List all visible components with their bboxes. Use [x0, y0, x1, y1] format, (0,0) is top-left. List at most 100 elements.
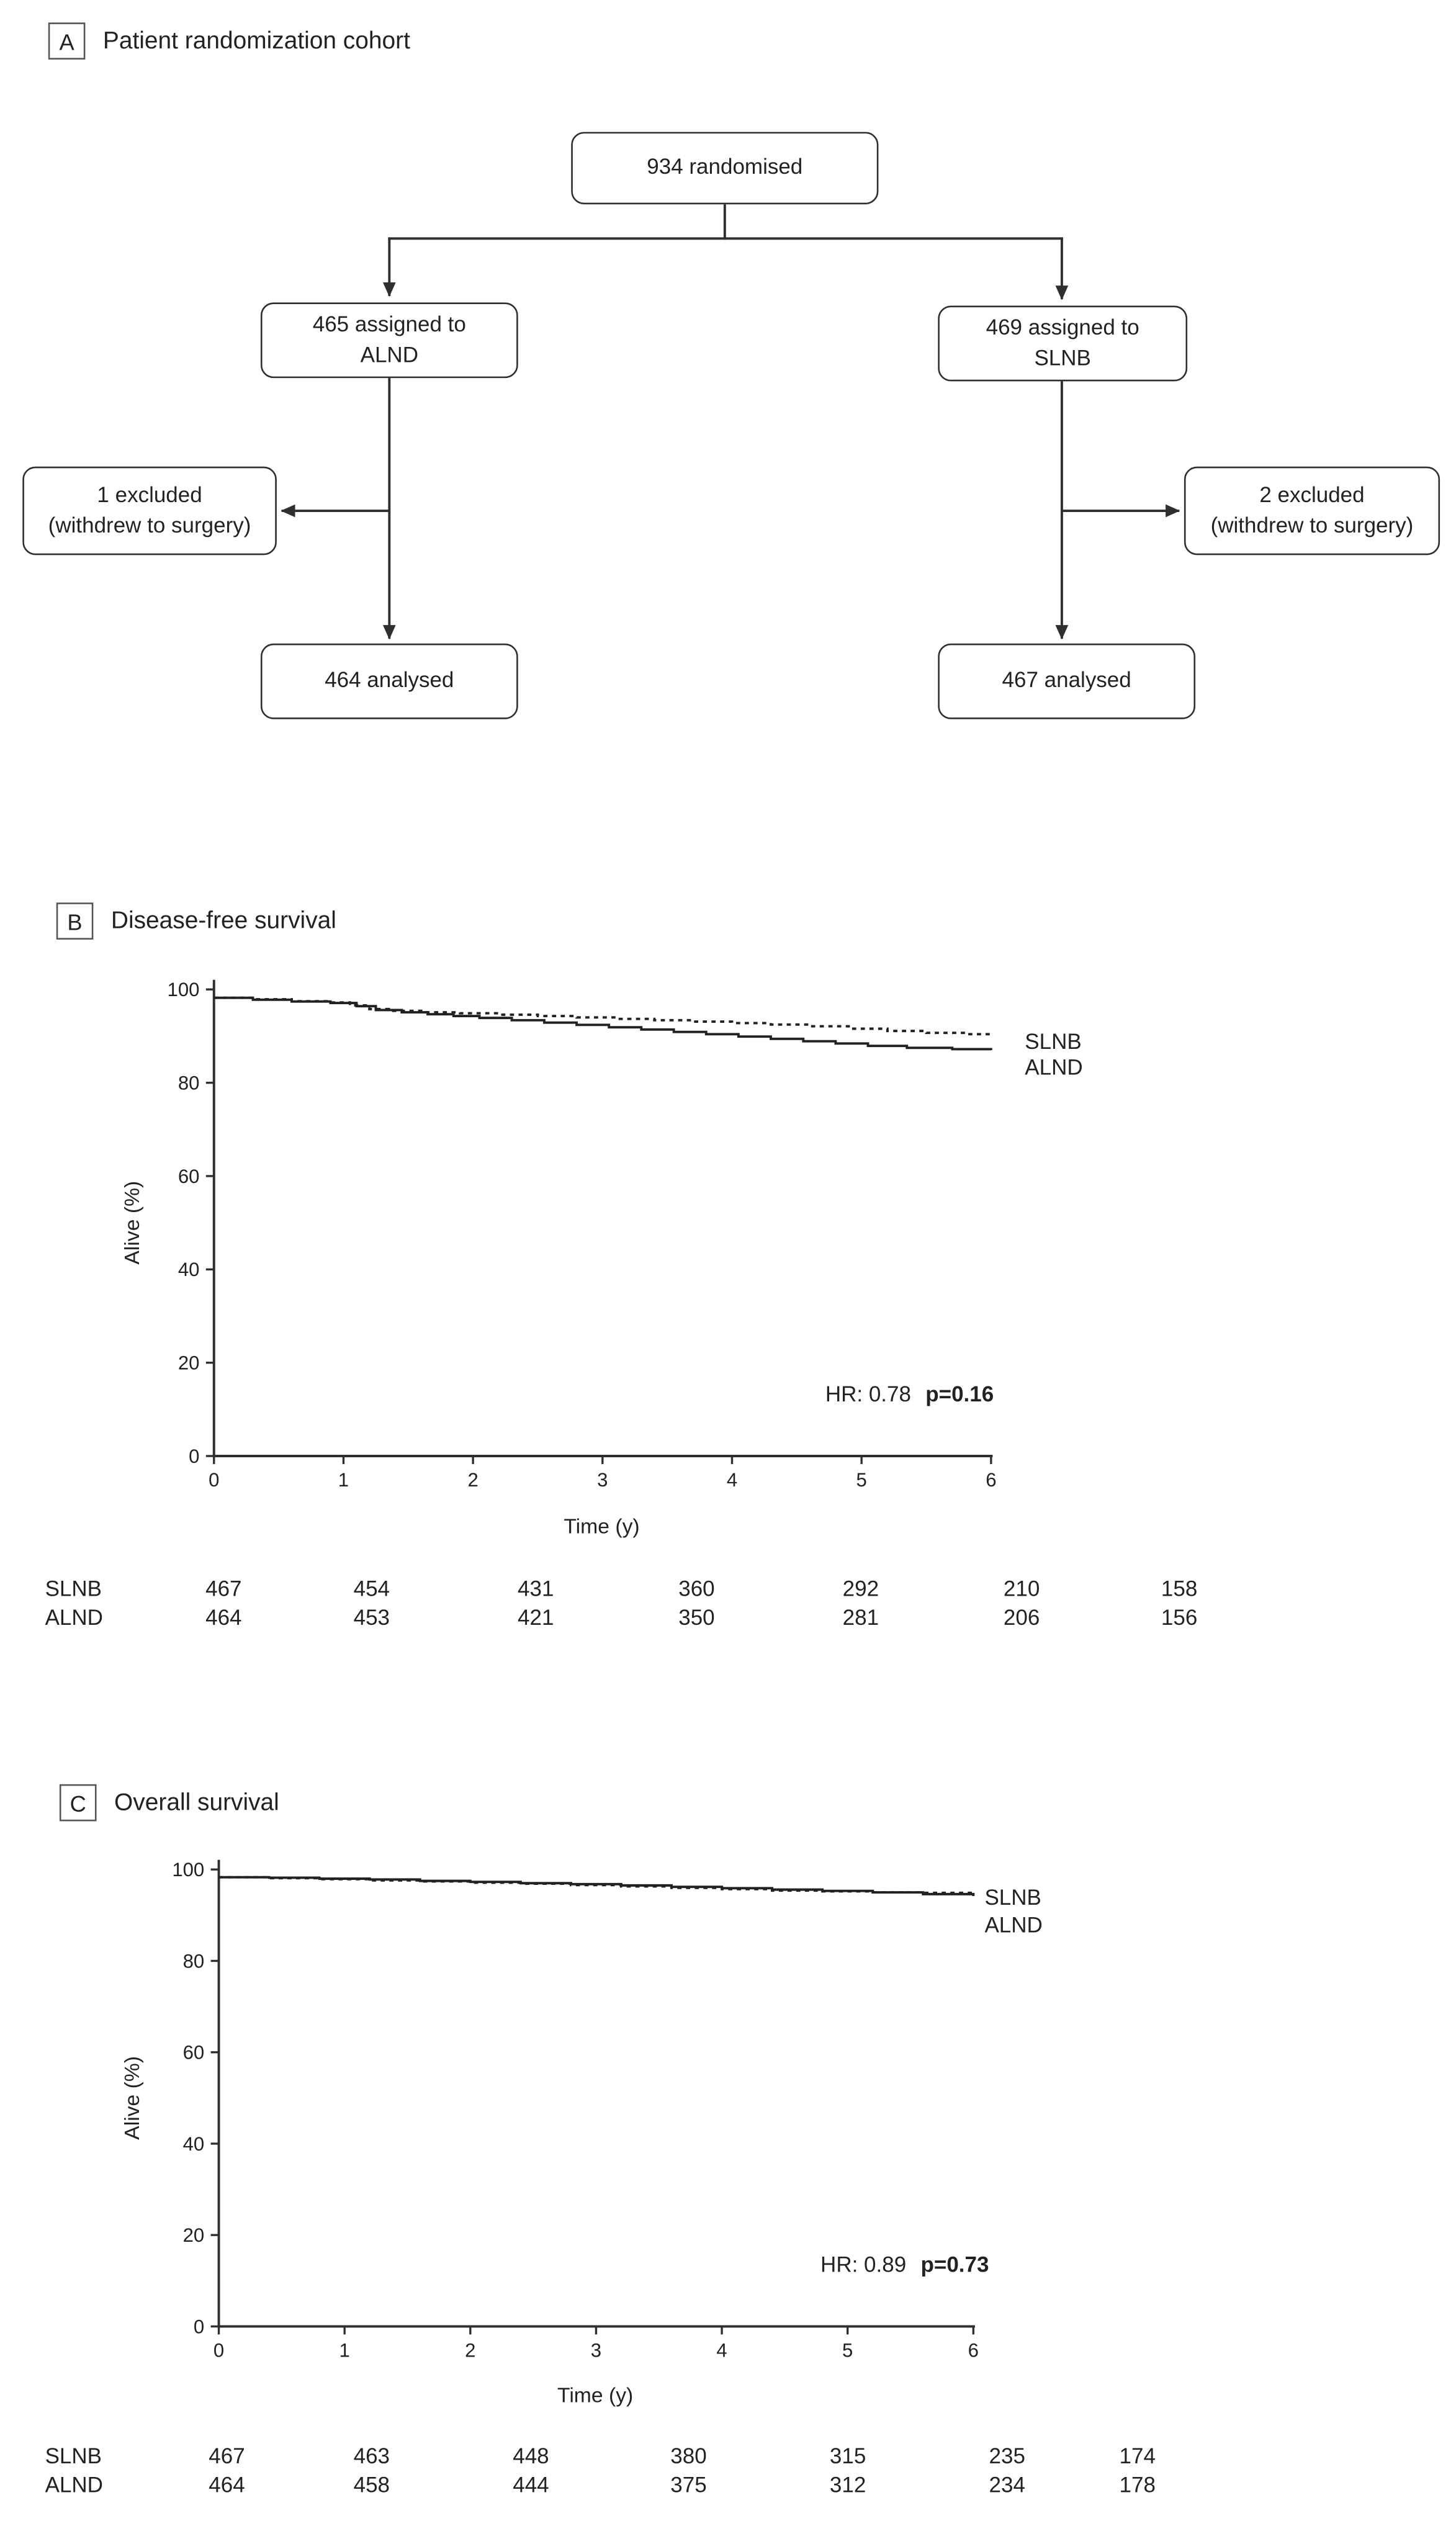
- risk-value-alnd-t4: 312: [829, 2472, 866, 2496]
- chart-c-hr-value: HR: 0.89: [820, 2252, 907, 2277]
- panel-b-header: B Disease-free survival: [56, 902, 336, 940]
- risk-value-slnb-t4: 292: [842, 1576, 879, 1601]
- chart-b-hr-value: HR: 0.78: [825, 1382, 911, 1406]
- x-tick-label: 6: [986, 1469, 996, 1491]
- y-tick-label: 40: [178, 1259, 200, 1280]
- panel-b-tag: B: [56, 902, 94, 940]
- flow-box-slnb-assigned-line1: 469 assigned to: [986, 315, 1139, 339]
- risk-value-slnb-t2: 448: [513, 2443, 549, 2468]
- chart-c-curve-label-alnd: ALND: [984, 1913, 1043, 1938]
- panel-a-tag: A: [48, 22, 86, 60]
- risk-value-slnb-t6: 158: [1161, 1576, 1198, 1601]
- risk-row-label-slnb: SLNB: [45, 2443, 102, 2468]
- flow-box-slnb-excluded-line1: 2 excluded: [1259, 482, 1365, 506]
- x-tick-label: 2: [465, 2340, 475, 2362]
- risk-value-slnb-t0: 467: [205, 1576, 242, 1601]
- chart-b-curve-label-alnd: ALND: [1025, 1055, 1083, 1080]
- y-tick-label: 60: [183, 2042, 205, 2064]
- risk-value-slnb-t3: 360: [678, 1576, 715, 1601]
- risk-value-slnb-t1: 463: [353, 2443, 390, 2468]
- risk-value-alnd-t1: 453: [353, 1606, 390, 1630]
- x-tick-label: 4: [716, 2340, 727, 2362]
- risk-value-alnd-t0: 464: [209, 2472, 245, 2496]
- y-tick-label: 100: [172, 1859, 204, 1881]
- y-tick-label: 60: [178, 1166, 200, 1187]
- flow-box-alnd-assigned: 465 assigned to ALND: [260, 302, 518, 379]
- flow-box-slnb-assigned: 469 assigned to SLNB: [938, 305, 1188, 382]
- y-tick-label: 20: [178, 1352, 200, 1374]
- risk-value-alnd-t6: 156: [1161, 1606, 1198, 1630]
- chart-c-hr-annotation: HR: 0.89 p=0.73: [820, 2252, 989, 2277]
- survival-curve-alnd: [218, 1876, 975, 1896]
- x-tick-label: 0: [209, 1469, 219, 1491]
- chart-b-x-axis-label: Time (y): [564, 1514, 640, 1539]
- risk-value-slnb-t3: 380: [670, 2443, 707, 2468]
- risk-value-slnb-t6: 174: [1119, 2443, 1156, 2468]
- survival-curve-alnd: [213, 996, 992, 1051]
- flow-box-alnd-excluded: 1 excluded (withdrew to surgery): [22, 466, 277, 555]
- flow-box-randomised-text: 934 randomised: [647, 154, 803, 179]
- risk-value-alnd-t3: 375: [670, 2472, 707, 2496]
- risk-value-alnd-t5: 234: [989, 2472, 1025, 2496]
- x-tick-label: 5: [842, 2340, 853, 2362]
- flow-box-slnb-analysed: 467 analysed: [938, 643, 1196, 719]
- chart-c-x-axis-label: Time (y): [557, 2383, 634, 2407]
- flow-box-alnd-excluded-line2: (withdrew to surgery): [48, 512, 251, 537]
- flowchart-connector-lines: [281, 204, 1180, 640]
- panel-c-title: Overall survival: [114, 1789, 279, 1817]
- chart-b-hr-annotation: HR: 0.78 p=0.16: [825, 1382, 994, 1406]
- x-tick-label: 1: [338, 1469, 349, 1491]
- risk-row-label-alnd: ALND: [45, 2472, 103, 2496]
- x-tick-label: 3: [597, 1469, 608, 1491]
- flow-box-slnb-analysed-text: 467 analysed: [1002, 667, 1131, 692]
- overall-survival-chart: 0 20 40 60 80 100 0 1 2 3 4 5 6: [172, 1859, 979, 2362]
- risk-value-slnb-t2: 431: [518, 1576, 554, 1601]
- panel-a-title: Patient randomization cohort: [102, 27, 410, 55]
- y-tick-label: 0: [189, 1445, 199, 1467]
- risk-value-alnd-t2: 421: [518, 1606, 554, 1630]
- flow-box-alnd-assigned-line2: ALND: [360, 341, 418, 366]
- chart-c-p-value: p=0.73: [920, 2252, 989, 2277]
- flow-box-alnd-analysed-text: 464 analysed: [325, 667, 454, 692]
- risk-value-slnb-t4: 315: [829, 2443, 866, 2468]
- chart-b-curve-label-slnb: SLNB: [1025, 1030, 1082, 1054]
- flow-box-alnd-analysed: 464 analysed: [260, 643, 518, 719]
- y-tick-label: 100: [168, 979, 200, 1000]
- flow-box-slnb-assigned-line2: SLNB: [1034, 345, 1091, 369]
- disease-free-survival-chart: 0 20 40 60 80 100 0 1 2 3 4 5 6: [168, 979, 997, 1491]
- risk-value-alnd-t4: 281: [842, 1606, 879, 1630]
- risk-value-alnd-t1: 458: [353, 2472, 390, 2496]
- risk-row-label-alnd: ALND: [45, 1606, 103, 1630]
- risk-table-overall-survival: SLNB 467 463 448 380 315 235 174 ALND 464 458 444 37…: [0, 2444, 1456, 2509]
- chart-b-y-axis-label: Alive (%): [120, 1180, 145, 1265]
- risk-value-slnb-t0: 467: [209, 2443, 245, 2468]
- risk-value-alnd-t6: 178: [1119, 2472, 1156, 2496]
- risk-value-slnb-t5: 235: [989, 2443, 1025, 2468]
- risk-value-alnd-t3: 350: [678, 1606, 715, 1630]
- x-tick-label: 2: [467, 1469, 478, 1491]
- x-tick-label: 1: [339, 2340, 350, 2362]
- y-tick-label: 40: [183, 2133, 205, 2155]
- panel-a-header: A Patient randomization cohort: [48, 22, 410, 60]
- x-tick-label: 4: [727, 1469, 737, 1491]
- y-tick-label: 80: [183, 1950, 205, 1972]
- chart-c-y-axis-label: Alive (%): [120, 2056, 145, 2140]
- panel-c-header: C Overall survival: [59, 1784, 279, 1822]
- flow-box-randomised: 934 randomised: [571, 132, 879, 205]
- risk-row-label-slnb: SLNB: [45, 1576, 102, 1601]
- flow-box-slnb-excluded: 2 excluded (withdrew to surgery): [1184, 466, 1440, 555]
- panel-b-title: Disease-free survival: [110, 907, 336, 935]
- y-tick-label: 80: [178, 1072, 200, 1094]
- risk-value-slnb-t5: 210: [1003, 1576, 1040, 1601]
- y-tick-label: 20: [183, 2224, 205, 2246]
- flow-box-alnd-excluded-line1: 1 excluded: [97, 482, 202, 506]
- risk-table-disease-free-survival: SLNB 467 454 431 360 292 210 158 ALND 464 453 421 35…: [0, 1576, 1456, 1641]
- risk-value-alnd-t2: 444: [513, 2472, 549, 2496]
- y-tick-label: 0: [194, 2316, 204, 2337]
- flow-box-alnd-assigned-line1: 465 assigned to: [312, 311, 466, 336]
- risk-value-alnd-t5: 206: [1003, 1606, 1040, 1630]
- risk-value-slnb-t1: 454: [353, 1576, 390, 1601]
- panel-c-tag: C: [59, 1784, 97, 1822]
